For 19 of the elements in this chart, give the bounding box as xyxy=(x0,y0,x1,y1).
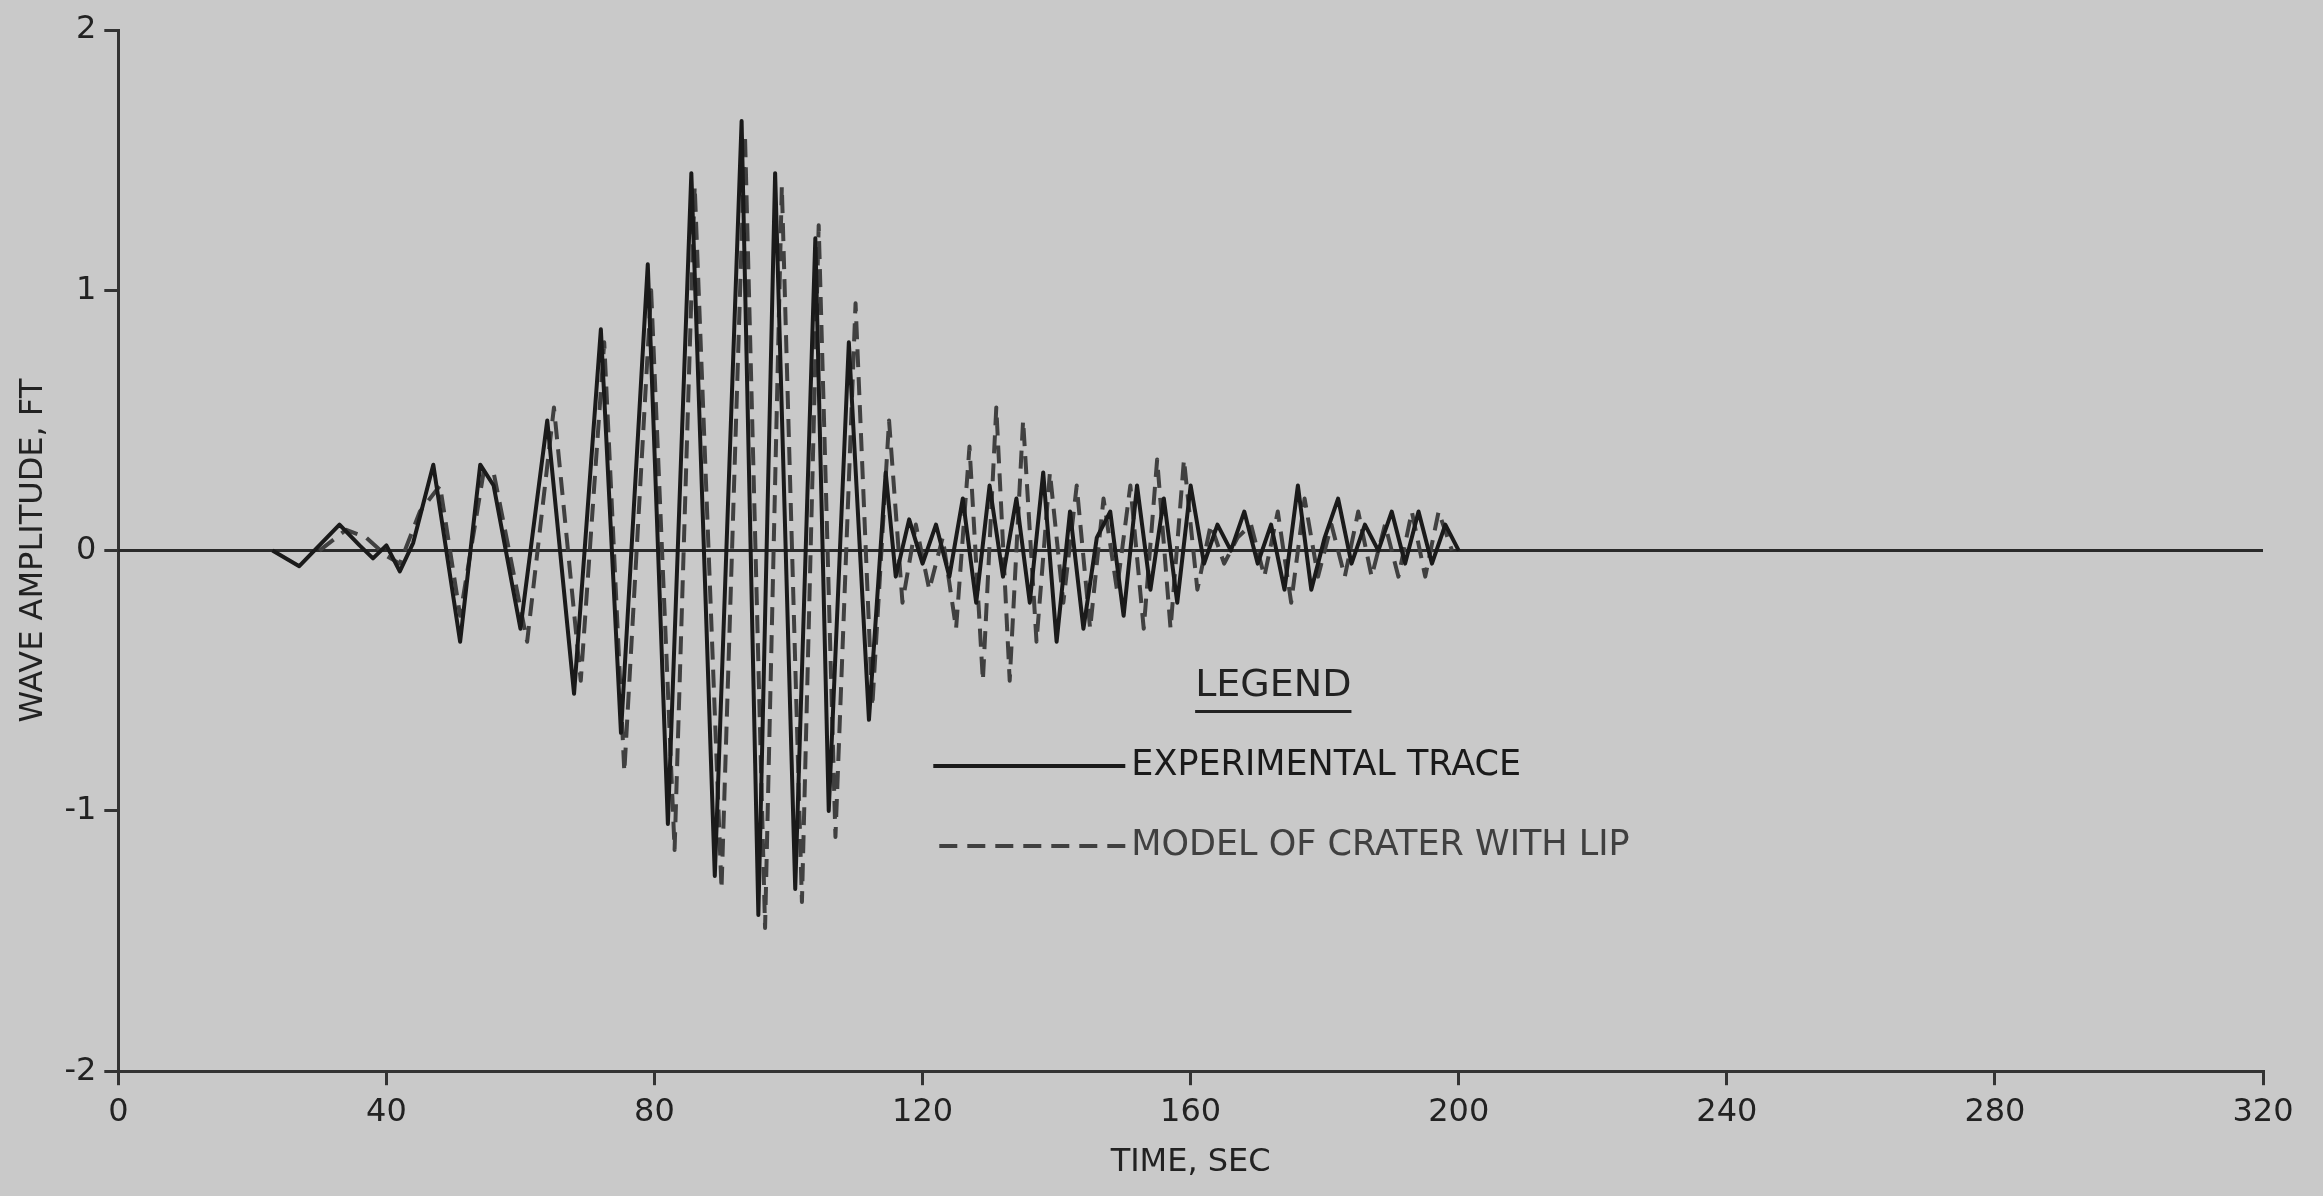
y-tick-label: -2 xyxy=(64,1049,97,1088)
x-tick-label: 280 xyxy=(1964,1090,2026,1129)
x-tick-label: 200 xyxy=(1428,1090,1490,1129)
y-tick-label: 1 xyxy=(75,268,97,307)
x-tick-label: 120 xyxy=(892,1090,954,1129)
legend-title: LEGEND xyxy=(1195,660,1352,705)
y-tick-label: -1 xyxy=(64,789,97,828)
y-axis-title: WAVE AMPLITUDE, FT xyxy=(11,378,50,723)
x-axis-title: TIME, SEC xyxy=(1109,1141,1271,1180)
y-tick-label: 2 xyxy=(75,8,97,47)
x-tick-label: 240 xyxy=(1696,1090,1758,1129)
x-tick-label: 40 xyxy=(366,1090,407,1129)
y-tick-label: 0 xyxy=(75,528,97,567)
x-tick-label: 80 xyxy=(634,1090,675,1129)
x-tick-label: 0 xyxy=(108,1090,129,1129)
legend-label: EXPERIMENTAL TRACE xyxy=(1131,743,1522,784)
x-tick-label: 160 xyxy=(1160,1090,1222,1129)
x-tick-label: 320 xyxy=(2232,1090,2294,1129)
text: MODEL OF CRATER WITH LIP xyxy=(1131,823,1630,864)
